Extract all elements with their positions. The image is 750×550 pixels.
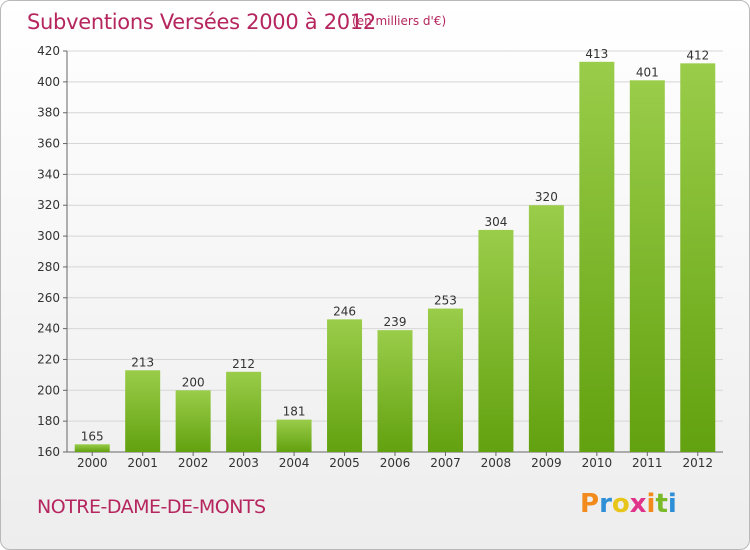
bar-2002 [175,390,211,452]
bar-2009 [528,205,564,452]
bar-2008 [478,229,514,452]
chart-unit: (en milliers d'€) [352,14,447,28]
chart-title: Subventions Versées 2000 à 2012 [27,10,376,34]
data-label: 412 [686,48,709,62]
y-tick-label: 200 [37,383,60,397]
x-tick-label: 2011 [632,456,663,470]
data-label: 246 [333,304,356,318]
axes: 160 180 200 220 240 260 280 300 320 340 360 380 400 4… [37,44,723,470]
x-tick-label: 2012 [682,456,713,470]
bar-2006 [377,330,413,452]
x-tick-label: 2002 [178,456,209,470]
bars [74,61,716,453]
x-tick-label: 2005 [329,456,360,470]
data-label: 413 [585,47,608,61]
y-tick-label: 300 [37,229,60,243]
data-label: 304 [484,215,507,229]
x-tick-label: 2006 [380,456,411,470]
proxiti-logo: Proxiti [580,489,677,519]
x-tick-label: 2010 [582,456,613,470]
x-tick-label: 2003 [228,456,259,470]
data-label: 239 [384,315,407,329]
y-tick-label: 220 [37,352,60,366]
data-label: 213 [131,355,154,369]
bar-2011 [629,80,665,453]
bar-2012 [680,63,716,452]
x-tick-label: 2000 [77,456,108,470]
data-label: 200 [182,375,205,389]
x-tick-label: 2009 [531,456,562,470]
data-label: 253 [434,294,457,308]
y-tick-label: 260 [37,291,60,305]
data-label: 401 [636,65,659,79]
data-label: 320 [535,190,558,204]
y-tick-label: 400 [37,75,60,89]
data-label: 181 [283,405,306,419]
bar-2005 [327,319,363,452]
x-tick-label: 2001 [127,456,158,470]
y-tick-label: 320 [37,198,60,212]
bar-2004 [276,419,312,452]
bar-2003 [226,371,262,452]
bar-2010 [579,61,615,453]
x-tick-label: 2007 [430,456,461,470]
x-tick-label: 2008 [481,456,512,470]
y-tick-label: 160 [37,445,60,459]
y-tick-label: 360 [37,137,60,151]
y-tick-label: 180 [37,414,60,428]
data-labels: 165 213 200 212 181 246 239 253 304 320 413 401 412 [81,47,709,443]
y-tick-label: 420 [37,44,60,58]
y-tick-label: 340 [37,167,60,181]
y-tick-label: 240 [37,322,60,336]
bar-2001 [125,370,161,452]
y-tick-label: 280 [37,260,60,274]
data-label: 212 [232,357,255,371]
data-label: 165 [81,429,104,443]
y-tick-label: 380 [37,106,60,120]
bar-2000 [74,444,110,452]
x-tick-label: 2004 [279,456,310,470]
commune-name: NOTRE-DAME-DE-MONTS [37,496,266,518]
bar-2007 [427,308,463,452]
